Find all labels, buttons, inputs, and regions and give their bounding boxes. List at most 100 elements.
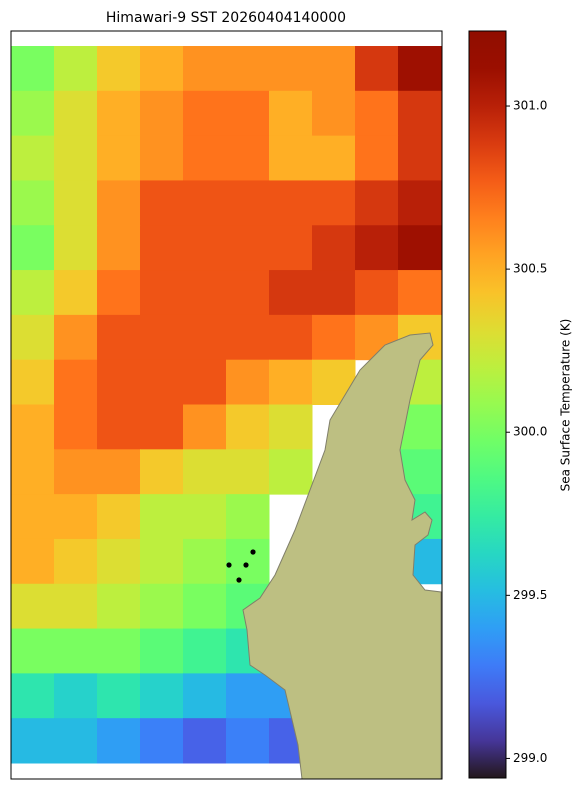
sst-cell [11,628,55,674]
chart-title: Himawari-9 SST 20260404140000 [106,10,346,26]
sst-cell [183,180,227,226]
sst-cell [54,225,98,271]
sst-cell [226,673,270,719]
sst-cell [269,225,313,271]
sst-cell [97,270,141,316]
sst-cell [355,225,399,271]
sst-cell [398,90,442,137]
sst-cell [11,718,55,764]
sst-cell [226,718,270,764]
sst-cell [54,180,98,226]
sst-cell [140,449,184,495]
sst-cell [355,135,399,181]
sst-cell [11,135,55,181]
sst-cell [54,718,98,764]
sst-cell [97,583,141,630]
sst-cell [183,46,227,92]
sst-cell [11,180,55,226]
sst-cell [183,628,227,674]
sst-cell [54,270,98,316]
sst-cell [54,314,98,361]
sst-cell [398,46,442,92]
sst-cell [312,314,356,361]
sst-cell [183,449,227,495]
sst-cell [398,135,442,181]
sst-cell [54,46,98,92]
sst-cell [97,46,141,92]
heatmap [11,46,442,764]
station [250,549,256,555]
sst-cell [183,404,227,450]
land [242,332,442,780]
sst-cell [54,583,98,630]
sst-cell [140,673,184,719]
station [236,577,242,583]
sst-cell [269,359,313,405]
colorbar-ticks: 299.0 299.5 300.0 300.5 301.0 [506,99,547,765]
sst-cell [11,270,55,316]
sst-cell [11,225,55,271]
sst-cell [97,314,141,361]
sst-cell [226,90,270,137]
sst-cell [183,583,227,630]
colorbar-tick-label: 300.0 [513,425,547,439]
sst-cell [183,135,227,181]
sst-cell [11,583,55,630]
sst-cell [54,494,98,540]
sst-cell [312,180,356,226]
sst-cell [97,718,141,764]
sst-cell [54,673,98,719]
sst-cell [226,359,270,405]
sst-cell [312,225,356,271]
sst-cell [226,225,270,271]
stations [226,549,256,583]
sst-cell [54,90,98,137]
sst-cell [183,225,227,271]
sst-cell [140,359,184,405]
sst-cell [97,359,141,405]
sst-cell [11,494,55,540]
sst-cell [11,359,55,405]
sst-cell [226,494,270,540]
sst-cell [54,135,98,181]
sst-cell [398,225,442,271]
sst-cell [140,135,184,181]
sst-cell [183,314,227,361]
sst-cell [183,494,227,540]
sst-cell [140,270,184,316]
sst-cell [140,494,184,540]
sst-cell [97,449,141,495]
sst-cell [97,494,141,540]
sst-cell [97,673,141,719]
sst-cell [97,90,141,137]
sst-cell [355,46,399,92]
sst-cell [312,135,356,181]
sst-cell [140,225,184,271]
sst-cell [355,90,399,137]
sst-cell [269,90,313,137]
sst-cell [312,90,356,137]
sst-cell [140,538,184,585]
sst-cell [140,583,184,630]
sst-cell [54,404,98,450]
colorbar-tick-label: 299.0 [513,751,547,765]
colorbar-tick-label: 301.0 [513,99,547,113]
sst-cell [97,628,141,674]
sst-cell [398,180,442,226]
sst-cell [11,314,55,361]
sst-cell [312,270,356,316]
sst-cell [226,538,270,585]
sst-cell [11,46,55,92]
sst-cell [97,538,141,585]
sst-cell [183,673,227,719]
station [243,562,249,568]
sst-cell [11,404,55,450]
sst-cell [183,538,227,585]
sst-cell [226,314,270,361]
sst-cell [398,270,442,316]
sst-cell [269,180,313,226]
sst-cell [140,628,184,674]
sst-cell [97,180,141,226]
sst-cell [140,46,184,92]
sst-cell [54,449,98,495]
